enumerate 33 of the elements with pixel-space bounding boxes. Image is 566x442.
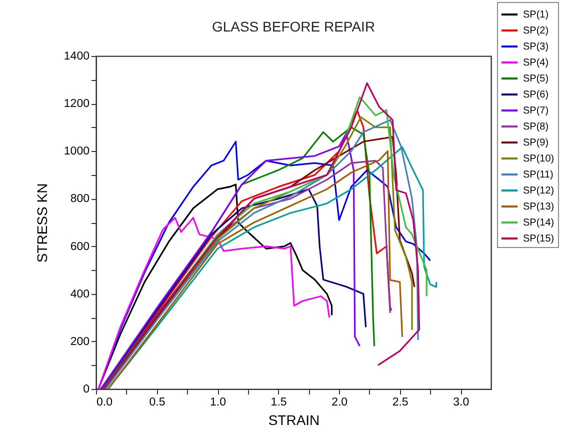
legend-label: SP(7) (523, 106, 549, 116)
x-tick-label: 3.0 (453, 396, 470, 408)
y-tick-label: 1200 (64, 98, 90, 110)
legend-label: SP(10) (523, 154, 554, 164)
y-tick-label: 200 (70, 336, 90, 348)
x-tick-label: 0.0 (96, 396, 112, 408)
y-tick-label: 800 (70, 193, 90, 206)
legend-label: SP(12) (523, 186, 554, 196)
chart-title: GLASS BEFORE REPAIR (212, 18, 376, 34)
legend-label: SP(15) (523, 234, 554, 244)
legend-label: SP(9) (523, 138, 549, 148)
legend-label: SP(2) (523, 26, 549, 36)
legend-label: SP(8) (523, 122, 549, 132)
legend-label: SP(1) (523, 10, 549, 20)
y-tick-label: 600 (70, 240, 90, 253)
x-tick-label: 1.5 (270, 396, 287, 408)
x-tick-label: 0.5 (149, 396, 166, 408)
legend-label: SP(13) (523, 202, 554, 212)
legend-label: SP(5) (523, 74, 549, 84)
x-tick-label: 2.0 (332, 396, 348, 408)
legend-label: SP(3) (523, 42, 549, 52)
y-tick-label: 0 (83, 384, 90, 396)
y-tick-label: 1000 (64, 146, 90, 158)
legend-label: SP(4) (523, 58, 549, 68)
legend-label: SP(11) (523, 170, 554, 180)
legend-label: SP(14) (523, 218, 554, 228)
x-tick-label: 1.0 (210, 396, 226, 408)
legend-label: SP(6) (523, 90, 549, 100)
y-axis-title: STRESS KN (34, 183, 50, 263)
x-axis-title: STRAIN (268, 412, 320, 428)
y-tick-label: 1400 (64, 50, 90, 62)
y-tick-label: 400 (70, 288, 90, 300)
x-tick-label: 2.5 (392, 396, 408, 408)
